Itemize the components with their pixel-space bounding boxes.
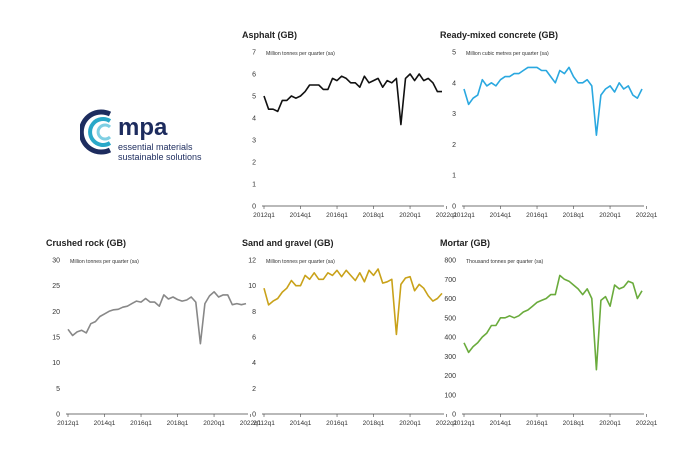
- y-tick-label: 7: [252, 50, 256, 57]
- series-line-asphalt: [263, 73, 442, 126]
- x-tick-label: 2012q1: [57, 420, 79, 427]
- y-tick-label: 2: [452, 142, 456, 149]
- y-tick-label: 8: [252, 309, 256, 316]
- x-tick-label: 2018q1: [167, 420, 189, 427]
- y-tick-label: 500: [444, 315, 456, 322]
- y-axis-label: Million tonnes per quarter (sa): [266, 51, 335, 57]
- mpa-logo-arcs-icon: [80, 109, 112, 155]
- series-line-ready-mixed-concrete: [463, 66, 643, 136]
- x-tick-label: 2018q1: [563, 420, 585, 427]
- x-tick-label: 2022q1: [436, 420, 458, 427]
- y-tick-label: 4: [252, 360, 256, 367]
- x-tick-label: 2018q1: [363, 420, 385, 427]
- y-tick-label: 6: [252, 335, 256, 342]
- x-tick-label: 2012q1: [253, 212, 275, 219]
- x-tick-label: 2016q1: [326, 420, 348, 427]
- series-line-sand-and-gravel: [263, 268, 443, 336]
- y-tick-label: 0: [252, 412, 256, 419]
- x-tick-label: 2020q1: [399, 420, 421, 427]
- y-tick-label: 15: [52, 335, 60, 342]
- x-tick-label: 2016q1: [526, 420, 548, 427]
- y-tick-label: 4: [252, 116, 256, 123]
- chart-title: Ready-mixed concrete (GB): [440, 30, 559, 40]
- x-tick-label: 2012q1: [453, 420, 475, 427]
- chart-svg: Thousand tonnes per quarter (sa) 0 100 200 3…: [444, 258, 658, 428]
- x-tick-label: 2020q1: [203, 420, 225, 427]
- x-tick-label: 2022q1: [636, 420, 658, 427]
- chart-panel-crushed-rock: Crushed rock (GB) Million tonnes per qua…: [42, 238, 262, 458]
- chart-svg: Million tonnes per quarter (sa)051015202…: [52, 258, 262, 428]
- y-tick-label: 1: [252, 182, 256, 189]
- y-tick-label: 600: [444, 296, 456, 303]
- chart-panel-sand-and-gravel: Sand and gravel (GB) Million tonnes per …: [238, 238, 458, 458]
- y-tick-label: 10: [248, 283, 256, 290]
- x-tick-label: 2020q1: [599, 420, 621, 427]
- y-tick-label: 3: [452, 111, 456, 118]
- x-tick-label: 2018q1: [363, 212, 385, 219]
- logo-word: mpa: [118, 114, 168, 141]
- y-tick-label: 0: [56, 412, 60, 419]
- y-tick-label: 4: [452, 80, 456, 87]
- logo-tagline-1: essential materials: [118, 142, 193, 152]
- y-tick-label: 2: [252, 160, 256, 167]
- y-tick-label: 6: [252, 72, 256, 79]
- y-tick-label: 5: [252, 94, 256, 101]
- x-tick-label: 2016q1: [326, 212, 348, 219]
- chart-panel-asphalt: Asphalt (GB) Million tonnes per quarter …: [238, 30, 458, 250]
- y-tick-label: 700: [444, 277, 456, 284]
- y-tick-label: 800: [444, 258, 456, 265]
- chart-svg: Million tonnes per quarter (sa) 0 1 2 3 4 5 6 7 2…: [252, 50, 458, 220]
- chart-title: Sand and gravel (GB): [242, 238, 334, 248]
- x-tick-label: 2014q1: [290, 212, 312, 219]
- x-tick-label: 2014q1: [490, 212, 512, 219]
- x-tick-label: 2022q1: [636, 212, 658, 219]
- y-tick-label: 100: [444, 392, 456, 399]
- x-tick-label: 2014q1: [94, 420, 116, 427]
- y-tick-label: 20: [52, 309, 60, 316]
- y-tick-label: 10: [52, 360, 60, 367]
- y-tick-label: 0: [452, 204, 456, 211]
- x-tick-label: 2016q1: [526, 212, 548, 219]
- x-tick-label: 2020q1: [399, 212, 421, 219]
- chart-panel-mortar: Mortar (GB) Thousand tonnes per quarter …: [438, 238, 658, 458]
- y-axis-label: Million tonnes per quarter (sa): [70, 259, 139, 265]
- y-tick-label: 300: [444, 354, 456, 361]
- chart-svg: Million tonnes per quarter (sa) 0 2 4 6 8 10 12…: [248, 258, 458, 428]
- y-tick-label: 0: [252, 204, 256, 211]
- chart-panel-ready-mixed-concrete: Ready-mixed concrete (GB) Million cubic …: [438, 30, 658, 250]
- chart-title: Asphalt (GB): [242, 30, 297, 40]
- y-tick-label: 12: [248, 258, 256, 265]
- y-tick-label: 5: [56, 386, 60, 393]
- chart-svg: Million cubic metres per quarter (sa) 0 1 2…: [452, 50, 658, 220]
- x-tick-label: 2012q1: [253, 420, 275, 427]
- x-tick-label: 2014q1: [490, 420, 512, 427]
- y-tick-label: 0: [452, 412, 456, 419]
- y-tick-label: 3: [252, 138, 256, 145]
- y-axis-label: Million cubic metres per quarter (sa): [466, 51, 549, 57]
- x-tick-label: 2020q1: [599, 212, 621, 219]
- series-line-crushed-rock: [67, 290, 247, 345]
- mpa-logo: mpa essential materials sustainable solu…: [80, 100, 240, 170]
- y-tick-label: 400: [444, 335, 456, 342]
- x-tick-label: 2022q1: [436, 212, 458, 219]
- y-axis-label: Million tonnes per quarter (sa): [266, 259, 335, 265]
- y-tick-label: 200: [444, 373, 456, 380]
- x-tick-label: 2012q1: [453, 212, 475, 219]
- y-tick-label: 5: [452, 50, 456, 57]
- y-tick-label: 30: [52, 258, 60, 265]
- x-tick-label: 2014q1: [290, 420, 312, 427]
- x-tick-label: 2016q1: [130, 420, 152, 427]
- x-tick-label: 2018q1: [563, 212, 585, 219]
- series-line-mortar: [463, 274, 643, 371]
- y-tick-label: 25: [52, 283, 60, 290]
- chart-title: Mortar (GB): [440, 238, 490, 248]
- y-tick-label: 1: [452, 173, 456, 180]
- logo-tagline-2: sustainable solutions: [118, 152, 202, 162]
- y-axis-label: Thousand tonnes per quarter (sa): [466, 259, 544, 265]
- chart-title: Crushed rock (GB): [46, 238, 127, 248]
- y-tick-label: 2: [252, 386, 256, 393]
- x-tick-label: 2022q1: [240, 420, 262, 427]
